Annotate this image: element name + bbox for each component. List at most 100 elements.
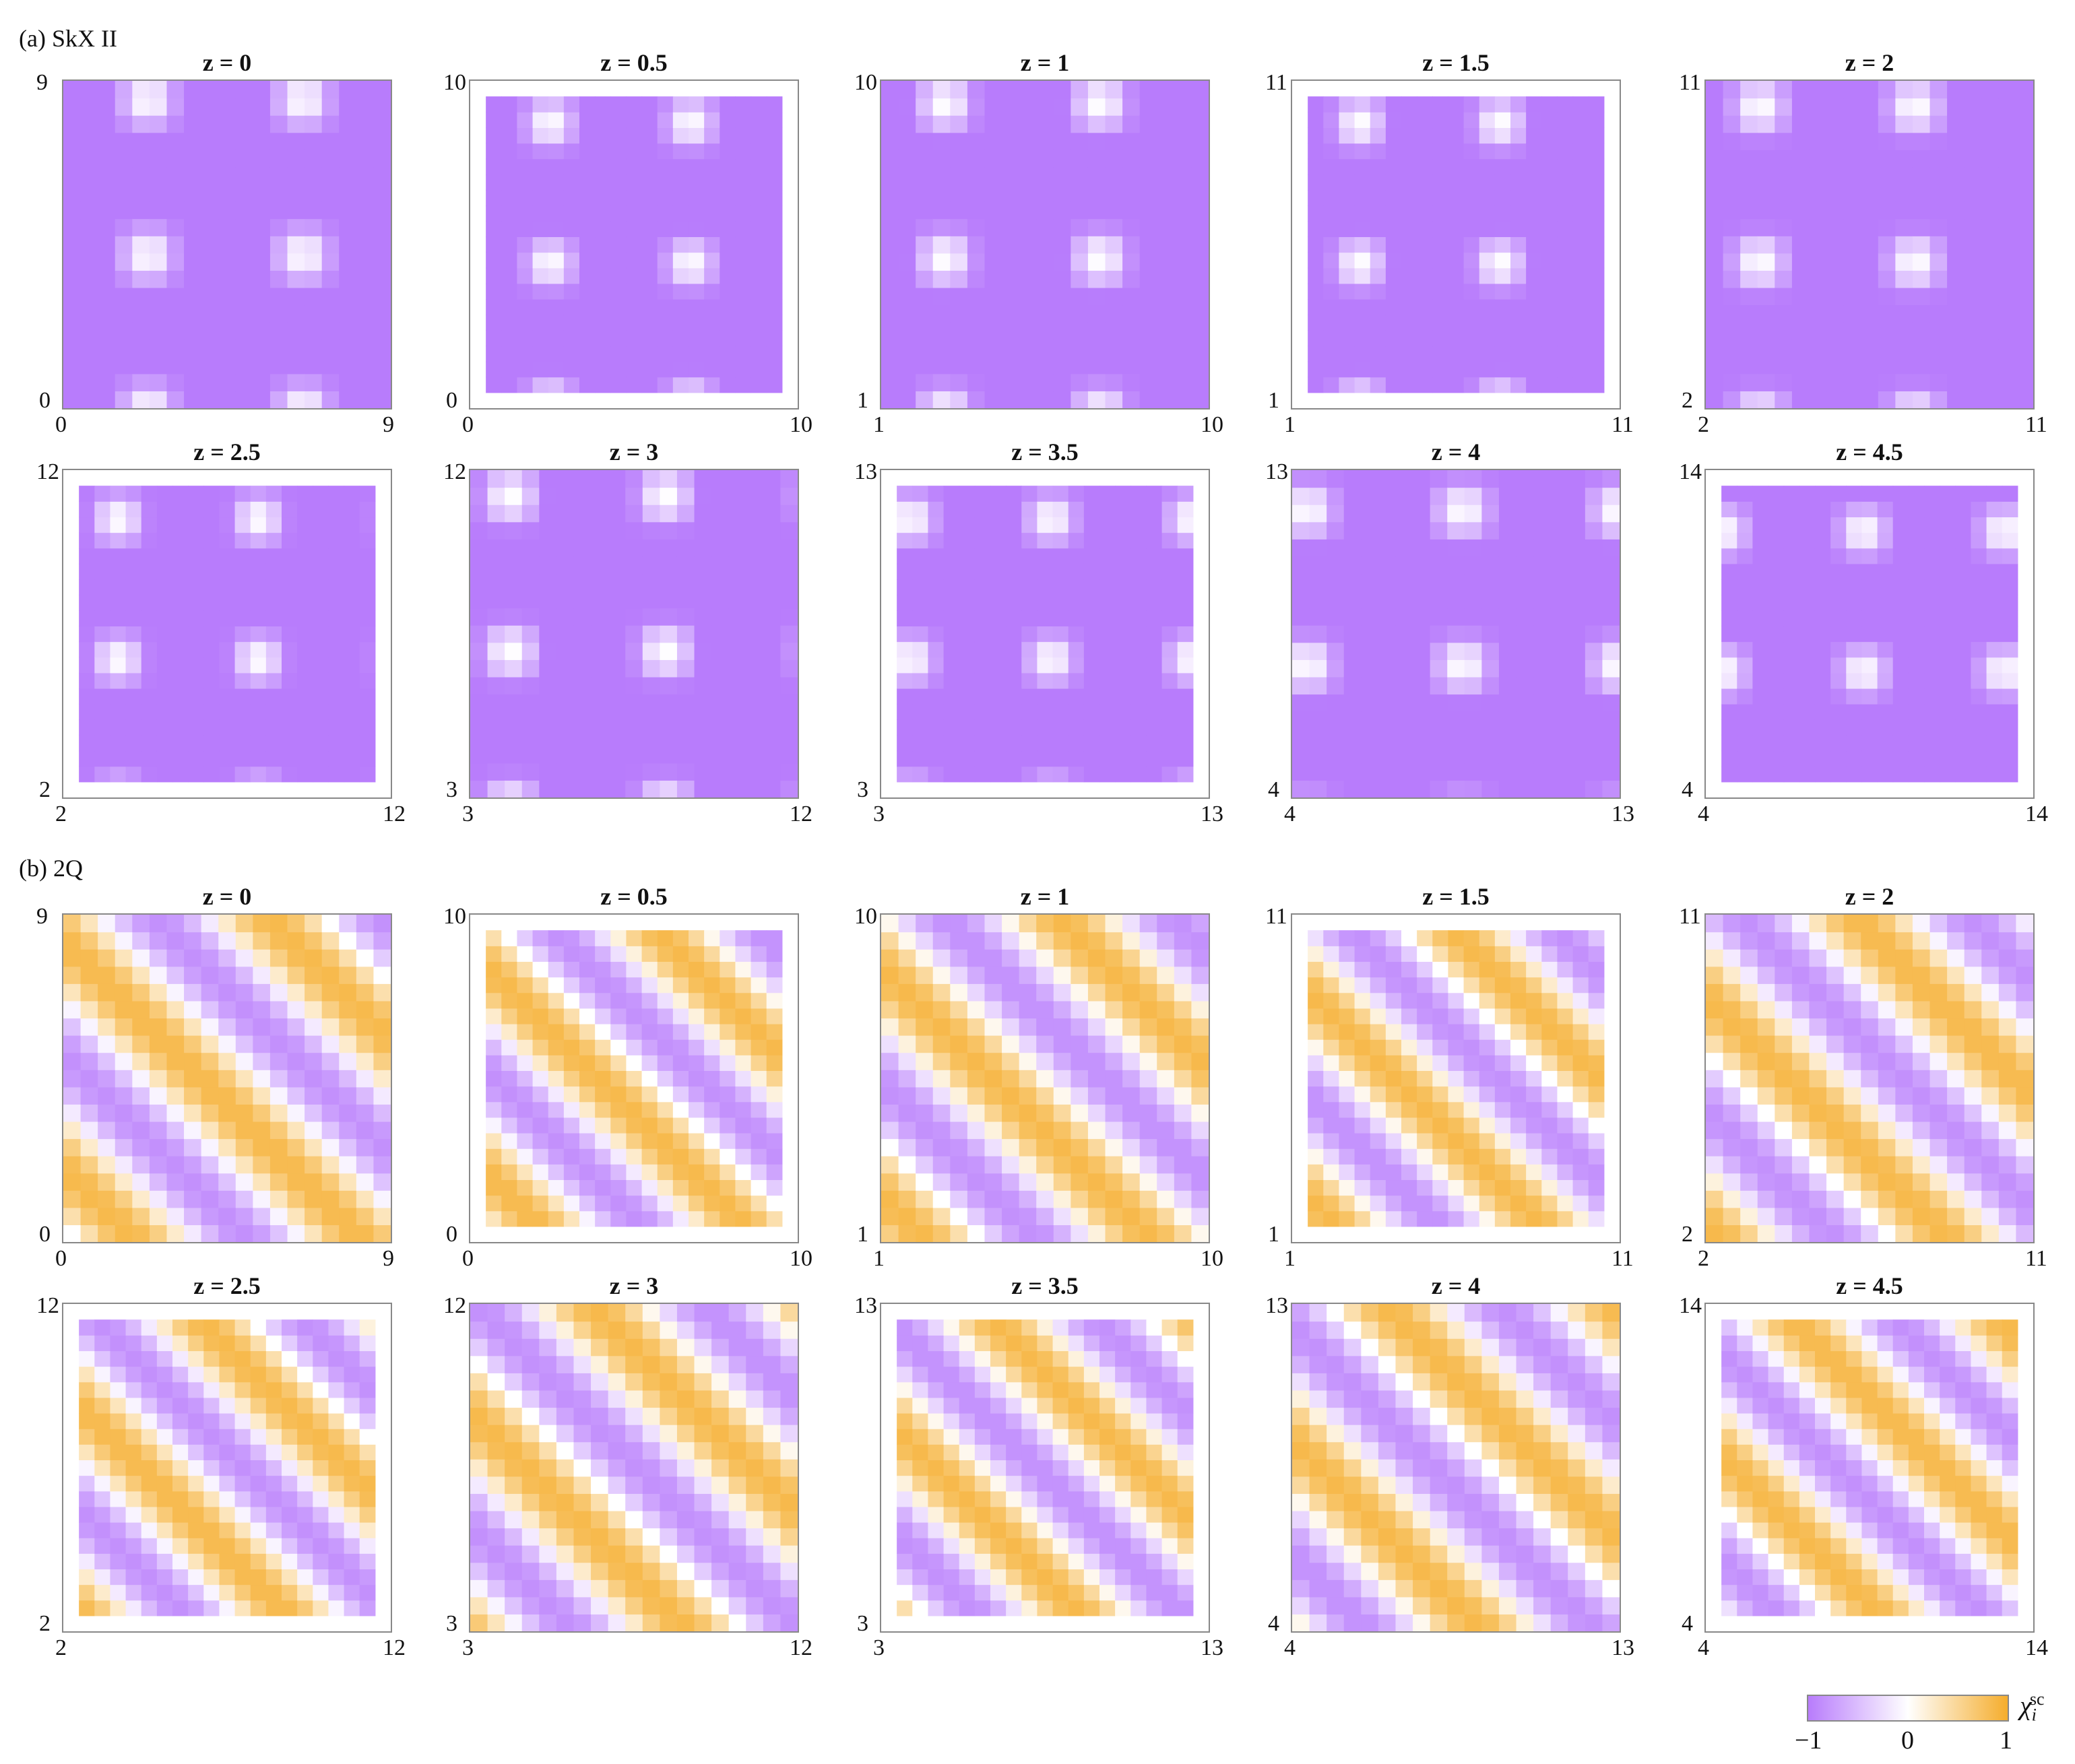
heatmap-cell <box>735 174 752 191</box>
heatmap-cell <box>720 221 736 238</box>
heatmap-cell <box>373 1086 391 1105</box>
heatmap-cell <box>967 356 986 374</box>
heatmap-cell <box>1585 676 1603 695</box>
heatmap-cell <box>235 236 253 254</box>
heatmap-cell <box>1809 201 1827 220</box>
heatmap-cell <box>1370 1070 1386 1087</box>
heatmap-cell <box>1430 762 1448 781</box>
heatmap-cell <box>1830 657 1847 674</box>
heatmap-cell <box>950 98 968 116</box>
heatmap-cell <box>1981 166 2000 185</box>
heatmap-cell <box>1430 539 1448 557</box>
heatmap-cell <box>932 304 951 323</box>
heatmap-cell <box>1557 112 1574 129</box>
heatmap-cell <box>501 236 518 253</box>
heatmap-cell <box>521 504 540 523</box>
heatmap-cell <box>676 780 695 797</box>
heatmap-cell <box>1878 98 1896 116</box>
heatmap-cell <box>916 201 934 220</box>
heatmap-cell <box>608 694 626 712</box>
heatmap-cell <box>356 932 375 950</box>
heatmap-cell <box>1053 1138 1071 1156</box>
heatmap-cell <box>1479 346 1496 362</box>
heatmap-cell <box>501 977 518 993</box>
heatmap-cell <box>339 98 357 116</box>
heatmap-cell <box>1105 270 1123 288</box>
heatmap-cell <box>1177 579 1194 595</box>
heatmap-cell <box>501 1210 518 1227</box>
heatmap-cell <box>1002 1052 1020 1070</box>
heatmap-cell <box>1146 657 1163 674</box>
heatmap-cell <box>344 501 360 518</box>
heatmap-cell <box>98 373 116 392</box>
y-tick-label: 3 <box>446 777 457 802</box>
heatmap-cell <box>166 1104 185 1122</box>
heatmap-cell <box>626 377 643 393</box>
heatmap-cell <box>505 591 523 609</box>
heatmap-cell <box>660 746 678 764</box>
heatmap-cell <box>1912 287 1931 306</box>
heatmap-cell <box>250 750 267 767</box>
heatmap-cell <box>339 1086 357 1105</box>
heatmap-cell <box>1308 1023 1324 1040</box>
heatmap-cell <box>1432 1164 1449 1181</box>
heatmap-cell <box>1354 1023 1371 1040</box>
x-tick-label: 14 <box>2025 802 2048 826</box>
heatmap-cell <box>539 539 557 557</box>
heatmap-cell <box>608 728 626 746</box>
heatmap-cell <box>780 780 798 797</box>
heatmap-cell <box>1323 143 1340 160</box>
heatmap-cell <box>166 81 185 99</box>
heatmap-cell <box>1105 166 1123 185</box>
heatmap-cell <box>115 1138 133 1156</box>
heatmap-cell <box>1323 1101 1340 1118</box>
heatmap-cell <box>1417 1117 1433 1134</box>
heatmap-cell <box>269 915 288 933</box>
heatmap-cell <box>1861 766 1878 783</box>
heatmap-cell <box>1139 932 1157 950</box>
heatmap-cell <box>751 96 767 112</box>
heatmap-cell <box>1037 548 1054 564</box>
heatmap-cell <box>1343 591 1362 609</box>
heatmap-cell <box>1087 184 1106 202</box>
heatmap-cell <box>141 486 158 502</box>
heatmap-cell <box>1036 166 1054 185</box>
heatmap-cell <box>595 158 611 175</box>
heatmap-cell <box>950 1000 968 1019</box>
heatmap-cell <box>94 657 111 674</box>
heatmap-cell <box>287 1086 305 1105</box>
heatmap-cell <box>1775 115 1793 133</box>
heatmap-cell <box>1071 1052 1089 1070</box>
heatmap-cell <box>735 377 752 393</box>
heatmap-cell <box>1401 1210 1417 1227</box>
heatmap-cell <box>344 704 360 720</box>
heatmap-cell <box>1122 1000 1141 1019</box>
heatmap-cell <box>253 1052 271 1070</box>
heatmap-cell <box>98 304 116 323</box>
heatmap-cell <box>1550 573 1568 591</box>
heatmap-cell <box>1157 373 1175 392</box>
heatmap-cell <box>1809 81 1827 99</box>
heatmap-cell <box>1401 1086 1417 1103</box>
heatmap-cell <box>1019 1138 1037 1156</box>
heatmap-cell <box>1791 150 1810 168</box>
heatmap-cell <box>1498 521 1517 540</box>
heatmap-cell <box>1721 704 1737 720</box>
heatmap-cell <box>950 1104 968 1122</box>
heatmap-cell <box>539 521 557 540</box>
y-tick-label: 13 <box>854 459 877 484</box>
heatmap-cell <box>184 150 202 168</box>
heatmap-cell <box>1814 595 1831 611</box>
heatmap-cell <box>660 539 678 557</box>
heatmap-cell <box>1099 595 1116 611</box>
heatmap-cell <box>1037 517 1054 533</box>
heatmap-cell <box>1809 339 1827 357</box>
heatmap-cell <box>1309 780 1327 797</box>
heatmap-cell <box>1036 98 1054 116</box>
heatmap-cell <box>898 356 916 374</box>
heatmap-cell <box>250 766 267 783</box>
heatmap-cell <box>1053 1173 1071 1191</box>
heatmap-cell <box>487 556 505 575</box>
heatmap-cell <box>1430 780 1448 797</box>
heatmap-cell <box>912 563 929 580</box>
